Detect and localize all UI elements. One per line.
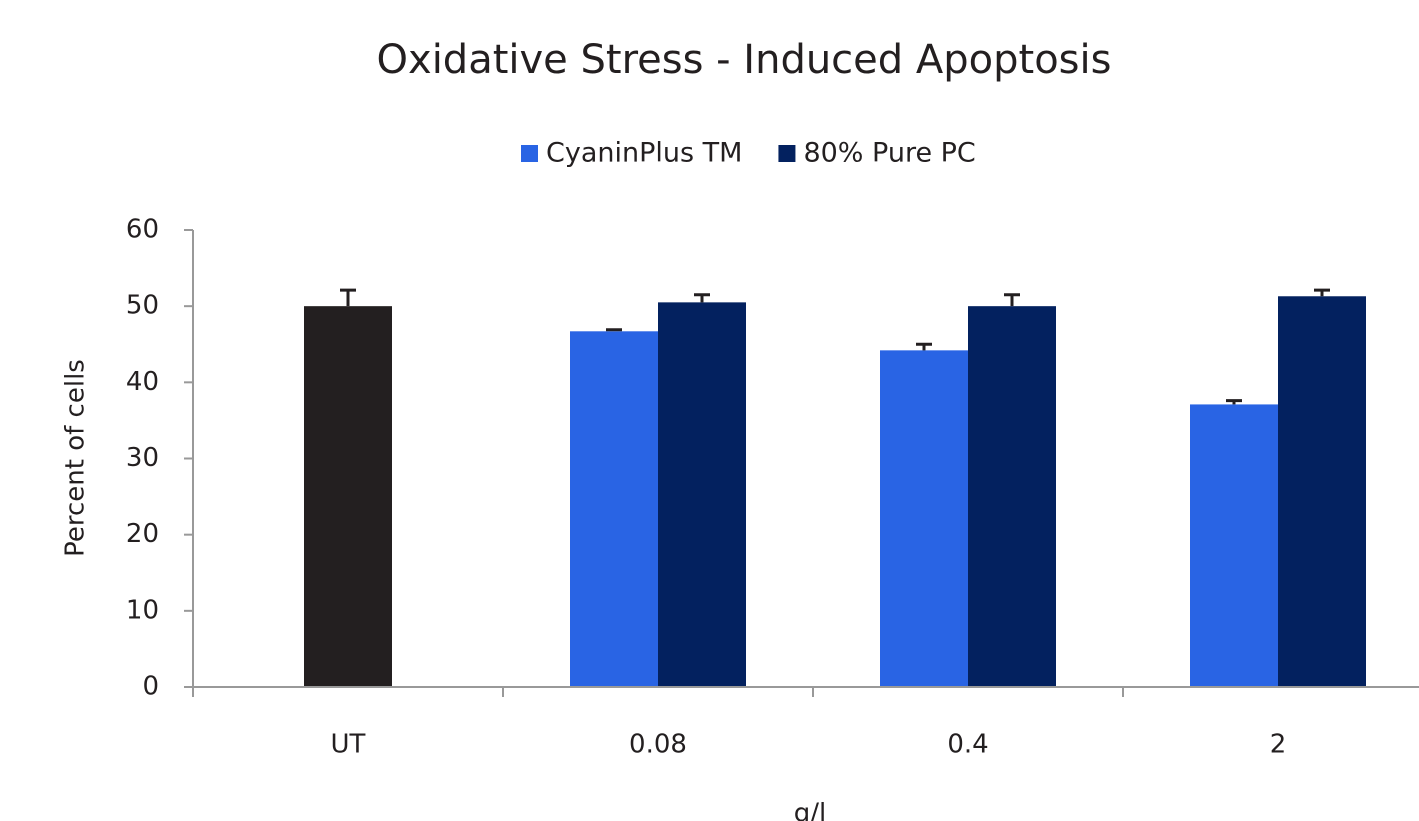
error-bar [916,342,932,351]
y-tick-label: 10 [126,595,159,625]
x-tick-label: 0.08 [629,730,687,760]
error-bar [340,288,356,307]
bar [880,350,968,687]
legend-swatch [778,145,796,162]
y-tick-label: 60 [126,215,159,245]
bar [1278,296,1366,687]
error-bar [694,293,710,303]
x-axis-label: g/l [794,799,827,821]
error-bar [1314,288,1330,297]
y-tick-label: 20 [126,519,159,549]
bar [968,306,1056,687]
legend-label: 80% Pure PC [803,138,975,169]
chart-title: Oxidative Stress - Induced Apoptosis [377,37,1112,83]
bar [1190,404,1278,687]
y-tick-label: 0 [142,672,159,702]
legend-swatch [521,145,538,162]
y-tick-label: 50 [126,291,159,321]
x-tick-label: UT [331,730,366,760]
error-bar [1004,293,1020,307]
y-axis-label: Percent of cells [61,359,91,557]
y-tick-label: 30 [126,443,159,473]
y-tick-label: 40 [126,367,159,397]
legend-label: CyaninPlus TM [546,138,742,169]
error-bar [1226,399,1242,405]
error-bar [606,328,622,332]
bar [570,331,658,687]
bar [658,302,746,687]
bar [304,306,392,687]
x-tick-label: 0.4 [947,730,988,760]
x-tick-label: 2 [1270,730,1287,760]
